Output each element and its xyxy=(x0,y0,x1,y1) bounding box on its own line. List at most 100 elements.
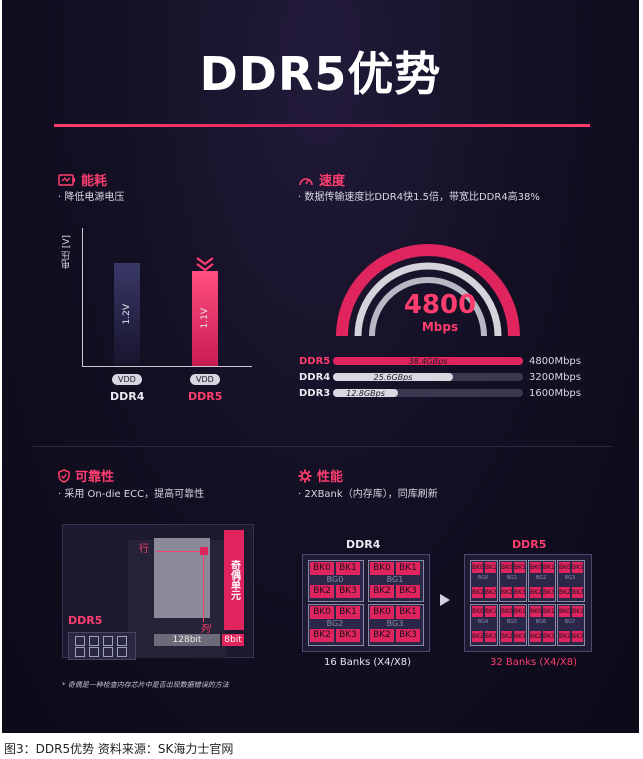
ddr5-bank-group-label: BG7 xyxy=(564,619,576,625)
ddr4-bank-cell: BK3 xyxy=(336,629,360,642)
ddr5-bank-group-label: BG3 xyxy=(564,575,576,581)
ddr5-bank-cell: BK3 xyxy=(514,587,526,598)
ddr4-bank-cell: BK3 xyxy=(396,629,420,642)
energy-subtitle: · 降低电源电压 xyxy=(58,192,125,203)
bandwidth-label: 38.4GBps xyxy=(408,356,448,366)
ddr5-bank-cell: BK1 xyxy=(514,562,526,573)
energy-heading: 能耗 xyxy=(58,170,107,189)
speed-subtitle-text: 数据传输速度比DDR4快1.5倍，带宽比DDR4高38% xyxy=(304,192,540,203)
module-chip xyxy=(89,647,99,657)
ddr5-bank-group-label: BG0 xyxy=(477,575,489,581)
arrow-right-icon xyxy=(440,594,450,606)
gauge-unit: Mbps xyxy=(421,320,459,334)
ddr5-bank-cell: BK3 xyxy=(572,631,584,642)
gear-icon xyxy=(298,469,312,482)
section-divider xyxy=(32,446,612,447)
ddr4-bank-title: DDR4 xyxy=(346,538,381,551)
energy-subtitle-text: 降低电源电压 xyxy=(64,192,125,203)
speed-row-ddr3: DDR3 12.8GBps 1600Mbps xyxy=(299,387,581,399)
bandwidth-label: 25.6GBps xyxy=(373,372,413,382)
ddr5-bank-cell: BK1 xyxy=(572,606,584,617)
speed-rate: 1600Mbps xyxy=(529,387,581,399)
speed-heading-text: 速度 xyxy=(319,174,346,189)
ddr4-bank-cell: BK0 xyxy=(370,562,394,575)
module-chip xyxy=(75,636,85,646)
speed-subtitle: · 数据传输速度比DDR4快1.5倍，带宽比DDR4高38% xyxy=(298,192,540,203)
ddr4-bank-cell: BK3 xyxy=(396,585,420,598)
ddr4-bank-cell: BK2 xyxy=(310,629,334,642)
ddr4-bank-cell: BK0 xyxy=(370,606,394,619)
figure-caption: 图3：DDR5优势 资料来源：SK海力士官网 xyxy=(4,742,234,756)
ddr5-bank-cell: BK2 xyxy=(530,587,542,598)
energy-heading-text: 能耗 xyxy=(81,174,108,189)
bandwidth-label: 12.8GBps xyxy=(346,388,385,398)
energy-bar-ddr5: 1.1V xyxy=(192,271,218,366)
ddr5-bank-cell: BK2 xyxy=(501,587,513,598)
module-chip xyxy=(75,647,85,657)
ddr4-bank-cell: BK2 xyxy=(370,585,394,598)
ddr5-bank-cell: BK0 xyxy=(501,606,513,617)
ddr4-bank-cell: BK1 xyxy=(336,606,360,619)
energy-category-label: DDR5 xyxy=(188,390,223,403)
memory-module-icon xyxy=(68,632,136,660)
reliability-heading: 可靠性 xyxy=(58,466,114,485)
ddr5-bank-caption: 32 Banks (X4/X8) xyxy=(490,657,578,668)
ddr5-bank-cell: BK2 xyxy=(559,631,571,642)
battery-icon xyxy=(58,173,75,186)
speed-fill: 25.6GBps xyxy=(333,372,453,382)
energy-x-axis xyxy=(82,366,252,367)
ddr4-bank-cell: BK1 xyxy=(396,606,420,619)
chevron-down-icon xyxy=(196,257,214,272)
ddr5-bank-cell: BK3 xyxy=(572,587,584,598)
performance-heading-text: 性能 xyxy=(317,470,344,485)
performance-subtitle-text: 2XBank（内存库），同库刷新 xyxy=(304,489,438,500)
speed-fill: 38.4GBps xyxy=(333,356,523,366)
module-chip xyxy=(117,636,127,646)
ddr5-bank-group-label: BG2 xyxy=(535,575,547,581)
parity-unit: 奇偶单元 xyxy=(224,530,244,630)
speed-row-ddr4: DDR4 25.6GBps 3200Mbps xyxy=(299,371,581,383)
ddr4-bank-cell: BK1 xyxy=(336,562,360,575)
ddr5-bank-cell: BK3 xyxy=(485,631,497,642)
module-chip xyxy=(103,647,113,657)
parity-unit-label: 奇偶单元 xyxy=(228,560,240,600)
ddr4-bank-cell: BK2 xyxy=(310,585,334,598)
speed-rate: 4800Mbps xyxy=(529,355,581,367)
ddr5-bank-cell: BK2 xyxy=(472,587,484,598)
performance-subtitle: · 2XBank（内存库），同库刷新 xyxy=(298,489,438,500)
ddr5-bank-cell: BK1 xyxy=(485,562,497,573)
ddr5-bank-cell: BK1 xyxy=(543,562,555,573)
ddr5-bank-cell: BK3 xyxy=(485,587,497,598)
row-label: 行 xyxy=(139,544,149,555)
ddr5-bank-cell: BK0 xyxy=(530,562,542,573)
title-divider xyxy=(54,124,590,127)
ddr5-bank-cell: BK2 xyxy=(530,631,542,642)
ddr5-bank-group-label: BG1 xyxy=(506,575,518,581)
ddr5-infographic: DDR5优势 能耗 · 降低电源电压 电压 [V] 1.2V VDD DDR4 1.1… xyxy=(2,0,639,733)
ddr5-bank-group-label: BG6 xyxy=(535,619,547,625)
speed-row-name: DDR3 xyxy=(299,387,331,399)
ddr5-bank-cell: BK2 xyxy=(559,587,571,598)
vdd-pill: VDD xyxy=(190,374,220,385)
ddr4-bank-group-label: BG2 xyxy=(326,619,344,628)
energy-bar-value: 1.2V xyxy=(122,304,132,325)
speed-heading: 速度 xyxy=(298,170,345,189)
energy-category-label: DDR4 xyxy=(110,390,145,403)
error-cell-marker xyxy=(200,547,208,555)
ddr4-bank-cell: BK3 xyxy=(336,585,360,598)
ddr4-bank-group-label: BG3 xyxy=(386,619,404,628)
speed-rate: 3200Mbps xyxy=(529,371,581,383)
ddr5-bank-cell: BK3 xyxy=(543,631,555,642)
speed-gauge xyxy=(336,244,520,337)
speed-track: 12.8GBps xyxy=(333,388,523,398)
speed-fill: 12.8GBps xyxy=(333,388,398,398)
energy-bar-value: 1.1V xyxy=(200,308,210,329)
speed-row-ddr5: DDR5 38.4GBps 4800Mbps xyxy=(299,355,581,367)
ddr4-bank-cell: BK0 xyxy=(310,562,334,575)
ddr4-bank-cell: BK2 xyxy=(370,629,394,642)
ddr5-bank-title: DDR5 xyxy=(512,538,547,551)
vdd-pill: VDD xyxy=(112,374,142,385)
ddr5-bank-cell: BK3 xyxy=(514,631,526,642)
reliability-subtitle-text: 采用 On-die ECC，提高可靠性 xyxy=(64,489,205,500)
ddr4-bank-cell: BK1 xyxy=(396,562,420,575)
